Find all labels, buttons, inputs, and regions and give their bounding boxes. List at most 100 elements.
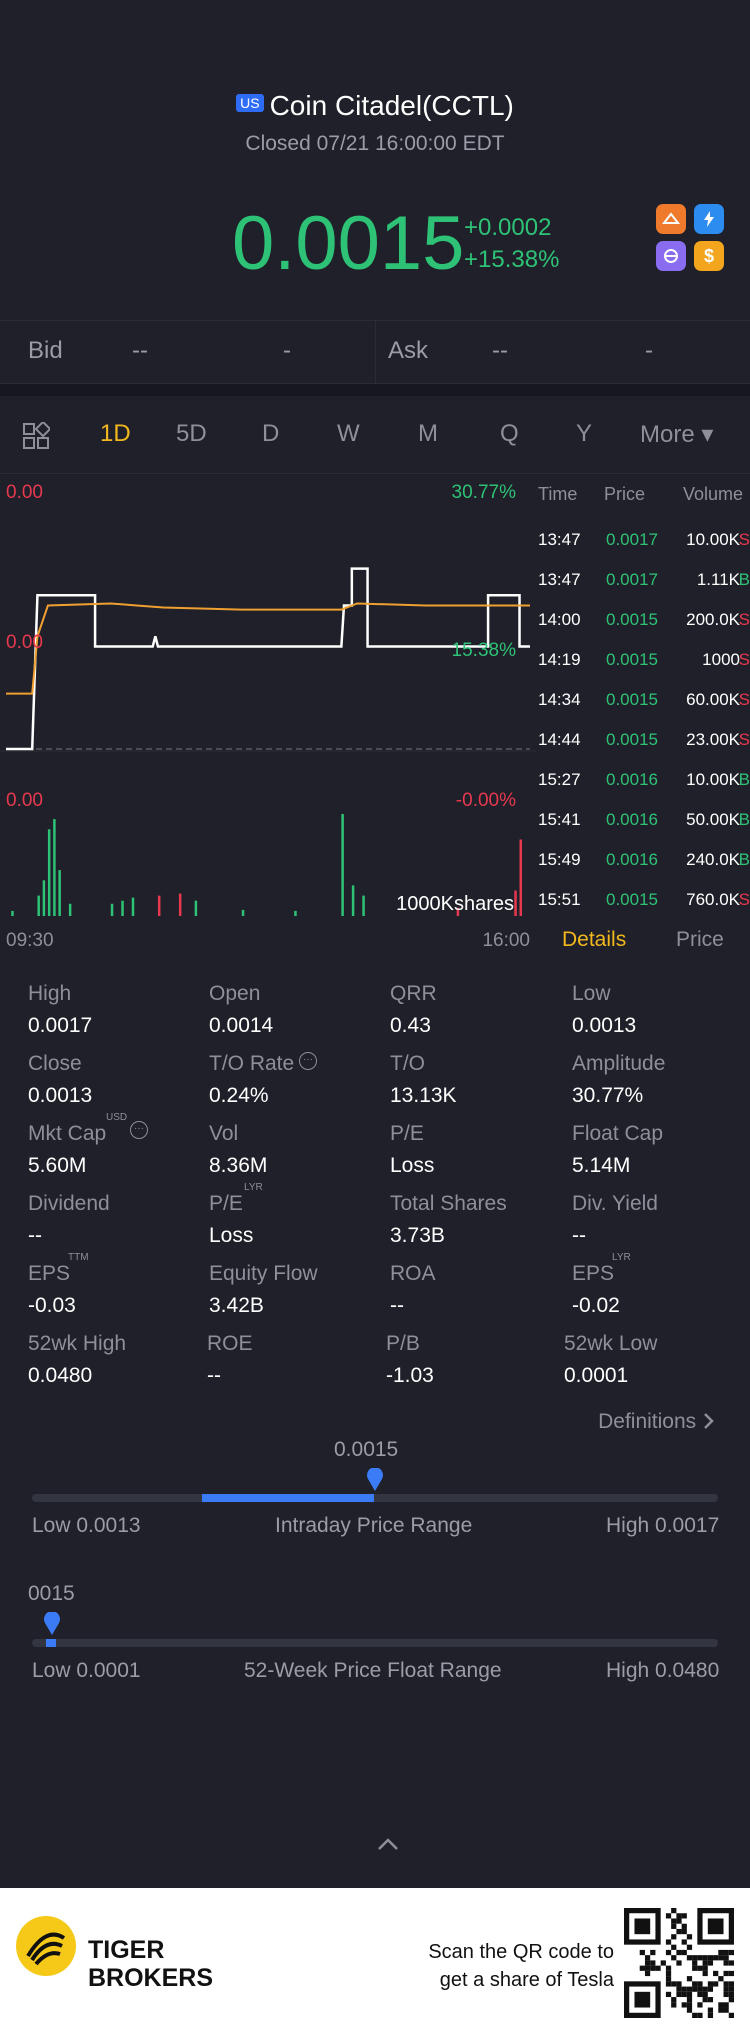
volume-bar <box>519 839 523 916</box>
tab-price[interactable]: Price <box>676 928 724 951</box>
stat-label: 52wk High <box>28 1332 127 1355</box>
chevron-up-icon[interactable] <box>376 1836 400 1852</box>
stat-value: 0.43 <box>390 1014 431 1037</box>
price-change: +0.0002 <box>464 214 552 241</box>
tiger-logo-icon <box>16 1916 76 1976</box>
definitions-link[interactable]: Definitions <box>598 1410 716 1434</box>
volume-axis-top-right: -0.00% <box>456 790 516 811</box>
stat-label: Amplitude <box>572 1052 666 1075</box>
intraday-current-price: 0.0015 <box>334 1438 399 1461</box>
volume-bar <box>58 870 61 916</box>
market-status: Closed 07/21 16:00:00 EDT <box>245 132 505 155</box>
stat-value: 0.0013 <box>28 1084 93 1107</box>
stat-value: Loss <box>390 1154 435 1177</box>
intraday-low: Low 0.0013 <box>32 1514 141 1537</box>
tick-volume: 760.0K <box>686 890 740 909</box>
tab-1d[interactable]: 1D <box>100 420 131 447</box>
tick-row: 15:49 0.0016 240.0K B <box>536 850 750 890</box>
lightning-app-icon[interactable] <box>694 204 724 234</box>
time-axis-start: 09:30 <box>6 930 54 951</box>
definitions-label: Definitions <box>598 1410 697 1433</box>
tick-price: 0.0016 <box>606 810 658 829</box>
stat-label: Open <box>209 982 261 1005</box>
tab-day[interactable]: D <box>262 420 280 447</box>
bid-ask-divider <box>375 321 376 385</box>
tick-side: B <box>738 570 750 589</box>
stat-value: -0.02 <box>572 1294 620 1317</box>
series-line-price <box>6 567 530 751</box>
week52-high: High 0.0480 <box>606 1659 720 1682</box>
last-price: 0.0015 <box>232 201 465 286</box>
stat-label: Dividend <box>28 1192 110 1215</box>
tick-row: 15:27 0.0016 10.00K B <box>536 770 750 810</box>
bid-label: Bid <box>28 337 63 364</box>
volume-bar <box>42 880 46 916</box>
stat-value: 0.0001 <box>564 1364 629 1387</box>
tick-side: S <box>738 730 750 749</box>
stat-value: -- <box>28 1224 42 1247</box>
tick-price: 0.0015 <box>606 690 658 709</box>
stat-label: P/B <box>386 1332 420 1355</box>
volume-bar <box>157 895 161 916</box>
ask-label: Ask <box>388 337 429 364</box>
week52-current-price: 0015 <box>28 1582 75 1605</box>
volume-axis-top-left: 0.00 <box>6 790 43 811</box>
tab-week[interactable]: W <box>337 420 360 447</box>
intraday-chart[interactable]: 0.00 30.77% 0.00 15.38% 0.00 -0.00% 1000… <box>0 474 536 964</box>
volume-bar <box>53 819 56 916</box>
tick-price: 0.0015 <box>606 610 658 629</box>
stat-label: ROA <box>390 1262 436 1285</box>
mktcap-unit-sup: USD <box>106 1112 128 1123</box>
period-tabs: 1D 5D D W M Y Q More ▾ <box>0 396 750 474</box>
stock-name: Coin Citadel(CCTL) <box>269 90 514 121</box>
tab-more[interactable]: More ▾ <box>640 421 714 448</box>
tick-side: B <box>738 810 750 829</box>
stat-value: -1.03 <box>386 1364 434 1387</box>
intraday-marker-icon <box>367 1468 383 1491</box>
chevron-right-icon <box>704 1413 714 1429</box>
tick-side: B <box>738 770 750 789</box>
swirl-app-icon[interactable] <box>656 241 686 271</box>
stat-value: 5.60M <box>28 1154 87 1177</box>
tick-time: 14:34 <box>538 690 581 709</box>
ticks-header-volume: Volume <box>683 484 744 504</box>
tab-details[interactable]: Details <box>562 928 627 951</box>
tab-5d[interactable]: 5D <box>176 420 207 447</box>
brand-name: TIGER BROKERS <box>88 1936 213 1992</box>
ticks-header-time: Time <box>538 484 578 504</box>
stock-header: US Coin Citadel(CCTL) Closed 07/21 16:00:… <box>0 0 750 320</box>
tab-month[interactable]: M <box>418 420 438 447</box>
bid-size: - <box>283 337 291 364</box>
stat-label: Total Shares <box>390 1192 507 1215</box>
volume-bar <box>37 895 40 916</box>
dollar-app-icon[interactable]: $ <box>694 241 724 271</box>
grid-layout-icon[interactable] <box>22 422 50 450</box>
volume-bar <box>110 903 114 916</box>
stat-label: QRR <box>390 982 437 1005</box>
mktcap-info-icon[interactable]: ··· <box>130 1121 148 1139</box>
price-axis-mid-left: 0.00 <box>6 632 43 653</box>
tab-quarter[interactable]: Q <box>500 420 519 447</box>
volume-bar <box>11 910 14 916</box>
volume-bar <box>47 829 51 916</box>
stat-value: 8.36M <box>209 1154 268 1177</box>
to-rate-info-icon[interactable]: ··· <box>299 1052 317 1070</box>
stat-label: ROE <box>207 1332 253 1355</box>
tick-volume: 60.00K <box>686 690 740 709</box>
volume-bar <box>178 893 182 916</box>
flame-app-icon[interactable] <box>656 204 686 234</box>
tick-side: S <box>738 890 750 909</box>
tick-row: 15:51 0.0015 760.0K S <box>536 890 750 930</box>
stat-label: High <box>28 982 72 1005</box>
tick-time: 15:49 <box>538 850 581 869</box>
volume-unit-label: 1000Kshares <box>396 893 514 915</box>
intraday-range-fill <box>202 1494 374 1502</box>
promo-line-1: Scan the QR code to <box>428 1941 614 1963</box>
stat-label: Div. Yield <box>572 1192 658 1215</box>
tab-year[interactable]: Y <box>576 420 593 447</box>
stat-label: EPS <box>28 1262 71 1285</box>
stat-label: P/E <box>209 1192 243 1215</box>
stat-value: 0.24% <box>209 1084 269 1107</box>
qr-code-icon[interactable] <box>624 1908 734 2018</box>
promo-footer[interactable]: TIGER BROKERS Scan the QR code to get a … <box>0 1888 750 2034</box>
